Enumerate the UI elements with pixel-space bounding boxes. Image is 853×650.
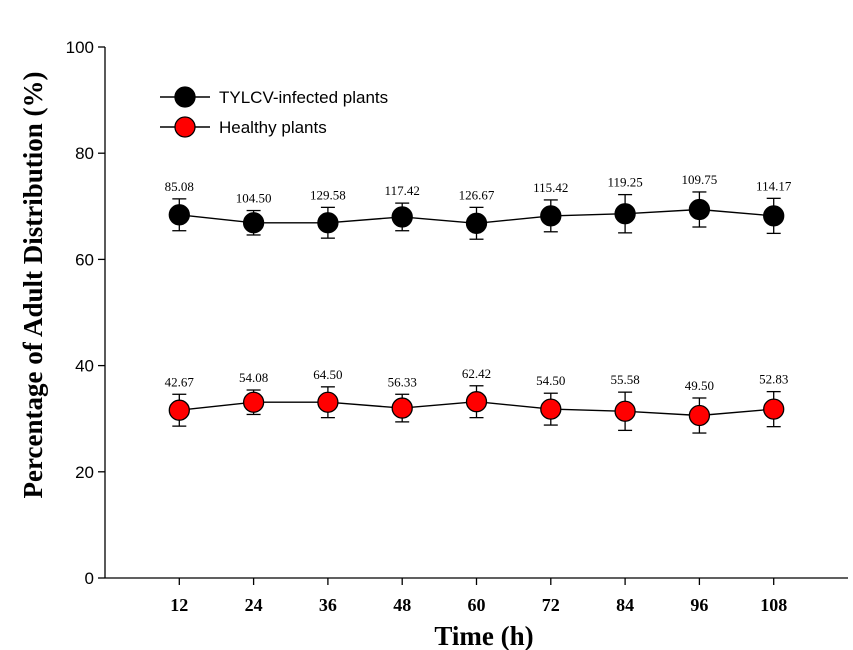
data-label: 62.42 <box>462 366 491 381</box>
data-point <box>242 212 265 234</box>
data-label: 42.67 <box>165 374 195 389</box>
axes <box>104 47 848 579</box>
data-point <box>465 212 488 234</box>
legend-marker <box>174 86 196 108</box>
x-tick-label: 24 <box>245 595 263 615</box>
x-tick-label: 48 <box>393 595 411 615</box>
series-2: 42.67 54.08 64.50 56.33 62.42 54.50 55.58 49.50… <box>165 366 788 434</box>
data-point <box>763 205 785 227</box>
data-label: 85.08 <box>165 179 194 194</box>
data-point <box>391 397 413 419</box>
legend-marker <box>174 116 196 138</box>
data-point <box>614 203 636 225</box>
data-point <box>168 399 190 421</box>
x-tick-label: 72 <box>542 595 560 615</box>
data-point <box>317 391 339 413</box>
legend-label: TYLCV-infected plants <box>219 88 388 107</box>
x-tick-label: 108 <box>760 595 787 615</box>
data-label: 129.58 <box>310 187 346 202</box>
data-point <box>465 391 488 413</box>
data-point <box>763 398 785 420</box>
y-axis-title: Percentage of Adult Distribution (%) <box>18 72 48 499</box>
data-label: 114.17 <box>756 178 792 193</box>
legend: TYLCV-infected plants Healthy plants <box>160 86 388 138</box>
data-label: 55.58 <box>610 372 639 387</box>
y-tick-label: 20 <box>75 463 94 482</box>
series-layer: 85.08 104.50 129.58 117.42 126.67 115.42 119.2… <box>165 172 792 434</box>
legend-item: Healthy plants <box>160 116 327 138</box>
data-label: 126.67 <box>459 187 495 202</box>
data-point <box>391 206 413 228</box>
y-tick-label: 40 <box>75 357 94 376</box>
x-tick-label: 12 <box>170 595 188 615</box>
data-label: 54.08 <box>239 370 268 385</box>
y-tick-label: 100 <box>66 38 94 57</box>
y-tick-label: 60 <box>75 250 94 269</box>
data-label: 49.50 <box>685 378 714 393</box>
data-point <box>540 205 562 227</box>
x-tick-label: 84 <box>616 595 634 615</box>
legend-item: TYLCV-infected plants <box>160 86 388 108</box>
data-point <box>688 198 711 221</box>
data-label: 115.42 <box>533 180 568 195</box>
data-label: 56.33 <box>388 374 417 389</box>
data-label: 54.50 <box>536 373 565 388</box>
data-label: 104.50 <box>236 191 272 206</box>
x-tick-label: 96 <box>690 595 708 615</box>
x-tick-label: 36 <box>319 595 337 615</box>
y-tick-label: 0 <box>85 569 94 588</box>
data-point <box>317 212 339 234</box>
data-point <box>242 391 265 413</box>
data-label: 52.83 <box>759 372 788 387</box>
data-point <box>540 398 562 420</box>
legend-label: Healthy plants <box>219 118 327 137</box>
data-label: 117.42 <box>385 183 420 198</box>
x-ticks: 12 24 36 48 60 72 84 96 108 <box>170 578 787 615</box>
data-point <box>688 404 711 427</box>
x-tick-label: 60 <box>468 595 486 615</box>
data-label: 64.50 <box>313 367 342 382</box>
x-axis-title: Time (h) <box>434 621 533 650</box>
data-point <box>614 400 636 422</box>
series-1: 85.08 104.50 129.58 117.42 126.67 115.42 119.2… <box>165 172 792 240</box>
data-label: 109.75 <box>682 172 718 187</box>
data-label: 119.25 <box>607 175 642 190</box>
y-ticks: 0 20 40 60 80 100 <box>66 38 105 588</box>
data-point <box>168 204 190 226</box>
y-tick-label: 80 <box>75 144 94 163</box>
